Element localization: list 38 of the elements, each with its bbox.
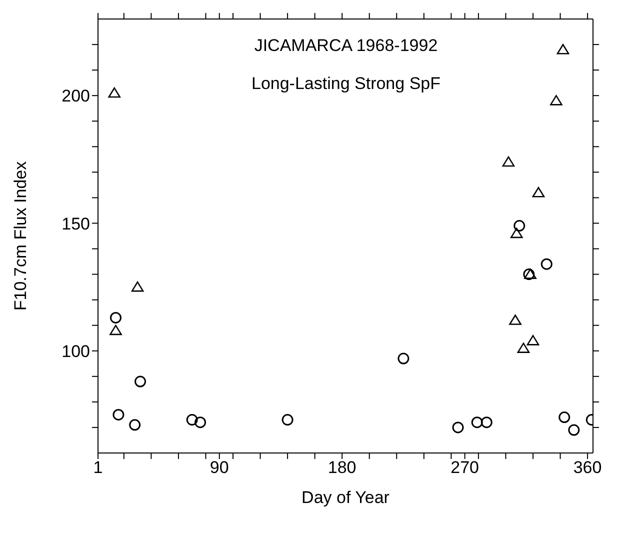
x-tick-label: 1 xyxy=(93,458,103,478)
point xyxy=(398,352,410,364)
point xyxy=(517,342,530,353)
point xyxy=(194,416,206,428)
x-tick-label: 90 xyxy=(210,458,229,478)
point xyxy=(550,95,562,106)
point xyxy=(110,324,122,336)
text: JICAMARCA 1968-1992 xyxy=(253,36,439,56)
x-tick-label: 270 xyxy=(450,458,480,478)
x-tick-label: 360 xyxy=(573,458,602,478)
y-tick-label: 150 xyxy=(62,214,90,234)
text: Long-Lasting Strong SpF xyxy=(250,74,442,94)
point xyxy=(110,312,122,324)
point xyxy=(452,422,464,434)
point xyxy=(282,414,294,426)
point xyxy=(502,156,515,167)
point xyxy=(112,408,124,420)
y-tick-label: 200 xyxy=(62,86,90,106)
x-axis-title: Day of Year xyxy=(302,488,390,507)
point xyxy=(471,416,483,428)
point xyxy=(514,220,526,232)
point xyxy=(556,44,570,54)
point xyxy=(558,412,570,424)
point xyxy=(526,335,540,346)
x-tick-label: 180 xyxy=(328,458,356,478)
point xyxy=(540,258,552,270)
point xyxy=(131,281,144,292)
point xyxy=(186,414,198,426)
point xyxy=(532,186,545,198)
point xyxy=(480,416,492,428)
point xyxy=(509,314,522,325)
point xyxy=(568,424,580,436)
point xyxy=(134,376,146,388)
y-axis-title: F10.7cm Flux Index xyxy=(11,160,30,311)
point xyxy=(510,228,523,238)
point xyxy=(108,87,121,98)
point xyxy=(129,419,141,431)
y-tick-label: 100 xyxy=(62,342,90,361)
